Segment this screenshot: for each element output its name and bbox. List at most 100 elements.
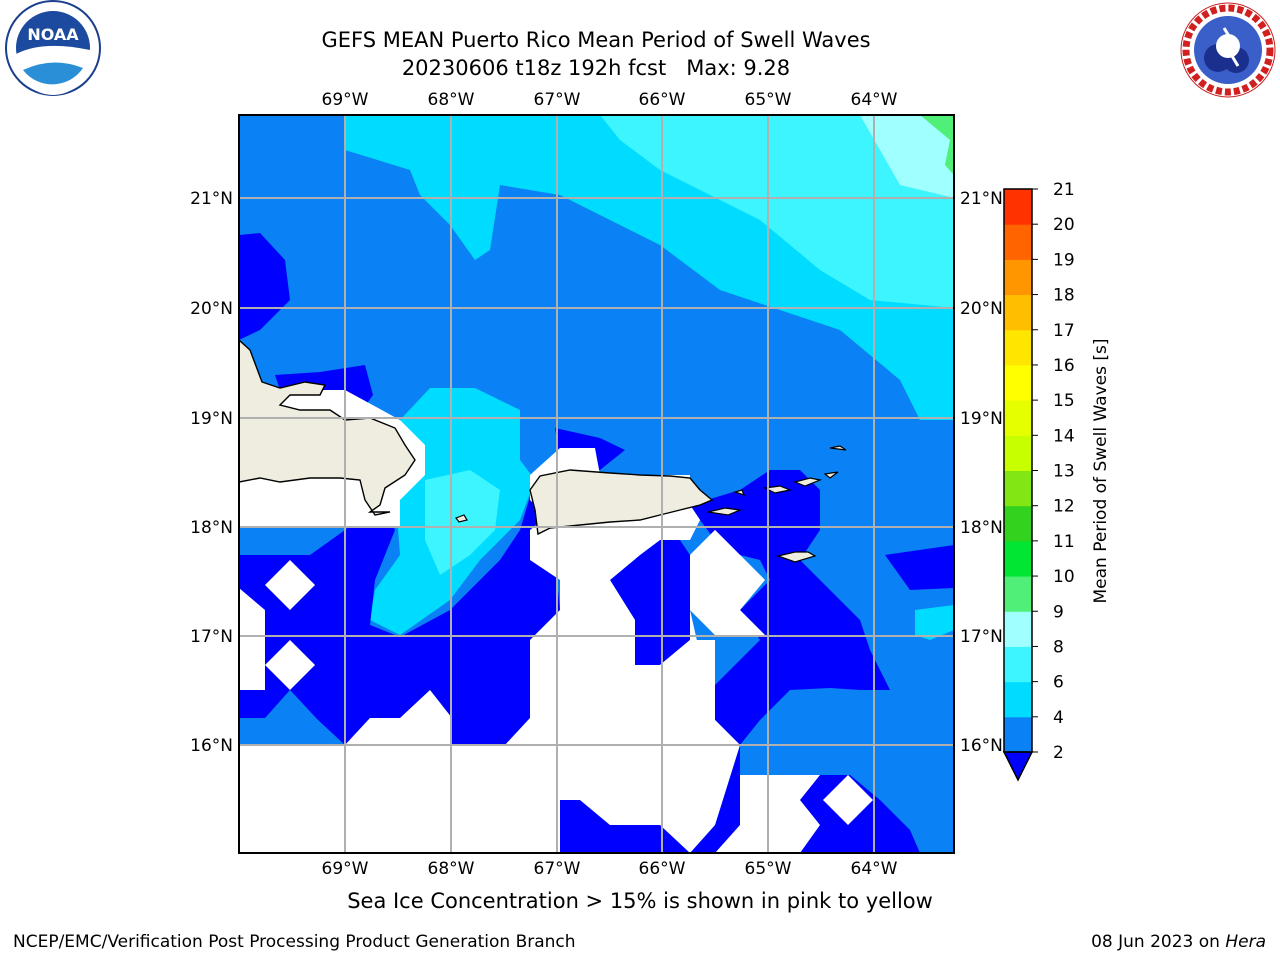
colorbar-segment xyxy=(1004,329,1032,366)
colorbar-tick-label: 6 xyxy=(1053,673,1064,693)
colorbar-segment xyxy=(1004,259,1032,296)
title-line-1: GEFS MEAN Puerto Rico Mean Period of Swe… xyxy=(321,28,871,52)
no-data-diamond-1 xyxy=(265,560,315,610)
colorbar-tick-label: 9 xyxy=(1053,602,1064,622)
land-vieques xyxy=(707,507,743,516)
colorbar-segment xyxy=(1004,224,1032,260)
lon-labels-top: 69°W 68°W 67°W 66°W 65°W 64°W xyxy=(322,90,898,110)
lon-label-top-67w: 67°W xyxy=(534,90,581,110)
colorbar-tick-label: 17 xyxy=(1053,321,1075,341)
lat-label-right-19n: 19°N xyxy=(960,409,1003,429)
lat-label-right-17n: 17°N xyxy=(960,627,1003,647)
footer-credit: NCEP/EMC/Verification Post Processing Pr… xyxy=(13,932,576,952)
colorbar-tick-label: 4 xyxy=(1053,708,1064,728)
nws-logo xyxy=(1180,2,1276,98)
colorbar-tick-label: 21 xyxy=(1053,180,1075,200)
swell-band-below-2-mid-south xyxy=(610,540,690,665)
noaa-logo-text: NOAA xyxy=(27,25,79,44)
swell-band-9-10-corner xyxy=(920,115,954,175)
colorbar-tick-label: 16 xyxy=(1053,356,1075,376)
swell-band-8-9-north xyxy=(860,115,954,198)
no-data-region-south xyxy=(239,475,765,853)
colorbar-segment xyxy=(1004,646,1032,683)
colorbar-tick-label: 11 xyxy=(1053,532,1075,552)
lon-label-bottom-68w: 68°W xyxy=(428,859,475,879)
no-data-diamond-3 xyxy=(823,775,873,825)
noaa-logo: NOAA xyxy=(5,0,101,96)
land-hispaniola xyxy=(239,339,416,516)
lat-label-left-17n: 17°N xyxy=(190,627,233,647)
land-virgin-gorda xyxy=(823,471,839,479)
swell-band-below-2-south xyxy=(239,480,560,745)
lat-label-left-20n: 20°N xyxy=(190,299,233,319)
lat-label-left-16n: 16°N xyxy=(190,736,233,756)
no-data-diamond-2 xyxy=(265,640,315,690)
colorbar-tick-label: 14 xyxy=(1053,426,1075,446)
figure-title: GEFS MEAN Puerto Rico Mean Period of Swe… xyxy=(0,26,1192,82)
map-area xyxy=(239,115,954,853)
lat-labels-right: 21°N 20°N 19°N 18°N 17°N 16°N xyxy=(960,189,1003,756)
lat-label-left-19n: 19°N xyxy=(190,409,233,429)
footer-date: 08 Jun 2023 on Hera xyxy=(1091,932,1266,952)
colorbar-title: Mean Period of Swell Waves [s] xyxy=(1091,339,1111,604)
lat-label-right-20n: 20°N xyxy=(960,299,1003,319)
lon-label-bottom-69w: 69°W xyxy=(322,859,369,879)
colorbar-tick-label: 20 xyxy=(1053,215,1075,235)
colorbar-segment xyxy=(1004,540,1032,577)
lat-label-left-21n: 21°N xyxy=(190,189,233,209)
colorbar-tick-label: 15 xyxy=(1053,391,1075,411)
lon-label-top-66w: 66°W xyxy=(639,90,686,110)
lon-labels-bottom: 69°W 68°W 67°W 66°W 65°W 64°W xyxy=(322,859,898,879)
colorbar-tick-label: 19 xyxy=(1053,250,1075,270)
lat-label-right-21n: 21°N xyxy=(960,189,1003,209)
lat-label-right-16n: 16°N xyxy=(960,736,1003,756)
colorbar-segment xyxy=(1004,576,1032,612)
lon-label-top-65w: 65°W xyxy=(745,90,792,110)
colorbar-segment xyxy=(1004,435,1032,471)
lon-label-bottom-64w: 64°W xyxy=(851,859,898,879)
lat-labels-left: 21°N 20°N 19°N 18°N 17°N 16°N xyxy=(190,189,233,756)
colorbar-tick-label: 12 xyxy=(1053,497,1075,517)
colorbar-segment xyxy=(1004,470,1032,507)
lon-label-top-68w: 68°W xyxy=(428,90,475,110)
lon-label-top-69w: 69°W xyxy=(322,90,369,110)
swell-band-4-6-east xyxy=(915,605,954,640)
sea-ice-caption: Sea Ice Concentration > 15% is shown in … xyxy=(347,889,933,913)
no-data-region-east-mid xyxy=(690,530,765,635)
colorbar-segment xyxy=(1004,364,1032,401)
swell-band-2-4-mid xyxy=(740,330,954,550)
no-data-region-center xyxy=(610,640,740,745)
map-frame xyxy=(238,114,955,854)
lon-label-bottom-65w: 65°W xyxy=(745,859,792,879)
colorbar-segment xyxy=(1004,189,1032,225)
gridlines xyxy=(239,115,954,853)
swell-band-6-8-north xyxy=(600,115,954,308)
land-culebra xyxy=(732,489,746,496)
land-tortola xyxy=(793,477,823,487)
footer-host: Hera xyxy=(1225,932,1266,952)
colorbar-segment xyxy=(1004,505,1032,542)
land-anegada xyxy=(829,445,847,451)
colorbar-tick-label: 2 xyxy=(1053,743,1064,763)
swell-band-below-2-west xyxy=(239,233,290,340)
colorbar-segment xyxy=(1004,611,1032,647)
colorbar-tick-label: 13 xyxy=(1053,462,1075,482)
colorbar-segment xyxy=(1004,400,1032,436)
footer-date-text: 08 Jun 2023 on xyxy=(1091,932,1226,952)
land-mona-island xyxy=(455,514,468,523)
no-data-region-west-south xyxy=(239,588,265,690)
colorbar-segment xyxy=(1004,681,1032,718)
swell-band-6-8-south xyxy=(425,470,500,575)
colorbar-tick-label: 18 xyxy=(1053,286,1075,306)
colorbar-tick-label: 8 xyxy=(1053,637,1064,657)
lon-label-top-64w: 64°W xyxy=(851,90,898,110)
colorbar: 2 4 6 8 9 10 11 12 13 14 15 16 17 18 19 20 21 xyxy=(1002,180,1075,782)
colorbar-extend-triangle xyxy=(1002,751,1034,782)
lat-label-right-18n: 18°N xyxy=(960,518,1003,538)
swell-band-below-2-virgin-islands xyxy=(560,470,920,853)
colorbar-segment xyxy=(1004,294,1032,331)
colorbar-tick-label: 10 xyxy=(1053,567,1075,587)
title-line-2: 20230606 t18z 192h fcst Max: 9.28 xyxy=(401,56,791,80)
lon-label-bottom-67w: 67°W xyxy=(534,859,581,879)
